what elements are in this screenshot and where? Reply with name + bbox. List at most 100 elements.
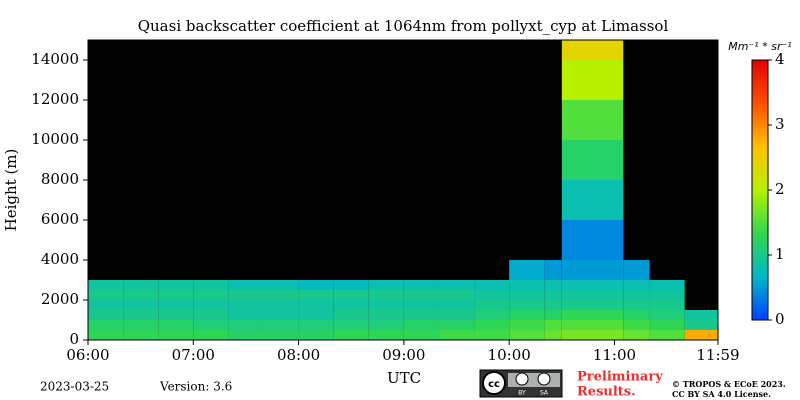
- colorbar-tick-label: 2: [775, 180, 785, 198]
- heatmap-cell: [123, 330, 159, 340]
- preliminary: Results.: [577, 385, 636, 400]
- heatmap-cell: [158, 330, 194, 340]
- heatmap-cell: [263, 290, 299, 300]
- colorbar-tick-label: 4: [775, 50, 785, 68]
- heatmap-cell: [158, 280, 194, 290]
- heatmap-cell: [403, 310, 439, 320]
- heatmap-cell: [623, 330, 650, 340]
- chart-title: Quasi backscatter coefficient at 1064nm …: [138, 17, 669, 35]
- y-tick-label: 0: [69, 330, 79, 348]
- heatmap-cell: [544, 330, 562, 340]
- heatmap-cell: [623, 290, 650, 300]
- badge-cc: [482, 371, 506, 395]
- date: 2023-03-25: [40, 380, 109, 394]
- heatmap-cell: [298, 300, 334, 310]
- heatmap-cell: [333, 310, 369, 320]
- heatmap-cell: [561, 310, 624, 320]
- x-tick-label: 09:00: [382, 346, 425, 364]
- x-tick-label: 06:00: [66, 346, 109, 364]
- heatmap-cell: [263, 280, 299, 290]
- heatmap-cell: [333, 280, 369, 290]
- y-tick-label: 8000: [41, 170, 79, 188]
- heatmap-cell: [544, 300, 562, 310]
- heatmap-cell: [509, 260, 545, 280]
- heatmap-cell: [474, 320, 510, 330]
- x-tick-label: 07:00: [172, 346, 215, 364]
- heatmap-cell: [228, 320, 264, 330]
- heatmap-cell: [561, 140, 624, 180]
- heatmap-cell: [623, 320, 650, 330]
- colorbar-tick-label: 3: [775, 115, 785, 133]
- heatmap-cell: [438, 330, 475, 340]
- heatmap-cell: [333, 300, 369, 310]
- heatmap-cell: [438, 310, 475, 320]
- heatmap-cell: [649, 300, 685, 310]
- y-axis-label: Height (m): [2, 149, 20, 232]
- heatmap-cell: [368, 330, 404, 340]
- heatmap-cell: [561, 320, 624, 330]
- heatmap-cell: [561, 60, 624, 100]
- copyright: CC BY SA 4.0 License.: [672, 389, 771, 399]
- heatmap-cell: [298, 290, 334, 300]
- heatmap-cell: [561, 330, 624, 340]
- heatmap-cell: [561, 40, 624, 60]
- copyright: © TROPOS & ECoE 2023.: [672, 379, 786, 389]
- heatmap-cell: [403, 280, 439, 290]
- version: Version: 3.6: [159, 380, 232, 394]
- heatmap-cell: [228, 300, 264, 310]
- heatmap-cell: [474, 330, 510, 340]
- heatmap-cell: [298, 320, 334, 330]
- heatmap-cell: [561, 220, 624, 260]
- y-tick-label: 6000: [41, 210, 79, 228]
- y-tick-label: 10000: [31, 130, 79, 148]
- heatmap-cell: [561, 180, 624, 220]
- plot-frame: [87, 39, 719, 341]
- badge-text: SA: [540, 390, 549, 397]
- heatmap-cell: [623, 280, 650, 290]
- heatmap-cell: [88, 320, 124, 330]
- heatmap-cell: [193, 290, 229, 300]
- heatmap-cell: [123, 310, 159, 320]
- heatmap-cell: [158, 320, 194, 330]
- heatmap-cell: [561, 290, 624, 300]
- x-axis-label: UTC: [387, 369, 421, 387]
- preliminary: Preliminary: [577, 370, 663, 385]
- heatmap-cell: [333, 330, 369, 340]
- heatmap-cell: [561, 260, 624, 280]
- heatmap-cell: [228, 280, 264, 290]
- x-tick-label: 10:00: [488, 346, 531, 364]
- heatmap-cell: [403, 330, 439, 340]
- heatmap-cell: [623, 260, 650, 280]
- badge-text: BY: [518, 390, 526, 397]
- heatmap-cell: [193, 310, 229, 320]
- heatmap-cell: [438, 280, 475, 290]
- heatmap-cell: [509, 310, 545, 320]
- heatmap-cell: [228, 290, 264, 300]
- heatmap-cell: [88, 310, 124, 320]
- heatmap-cell: [88, 300, 124, 310]
- x-tick-label: 11:00: [593, 346, 636, 364]
- heatmap-cell: [649, 290, 685, 300]
- x-tick-label: 11:59: [696, 346, 739, 364]
- badge-icon: [537, 372, 551, 386]
- heatmap-cell: [228, 310, 264, 320]
- heatmap-cell: [368, 280, 404, 290]
- badge-icon: [515, 372, 529, 386]
- heatmap-cell: [298, 330, 334, 340]
- heatmap-cell: [509, 330, 545, 340]
- heatmap-cell: [368, 300, 404, 310]
- heatmap-cell: [228, 330, 264, 340]
- heatmap-cell: [544, 320, 562, 330]
- heatmap-cell: [88, 290, 124, 300]
- heatmap-cell: [509, 320, 545, 330]
- colorbar-tick-label: 1: [775, 245, 785, 263]
- heatmap-cell: [333, 290, 369, 300]
- heatmap-cell: [88, 280, 124, 290]
- heatmap-cell: [438, 320, 475, 330]
- heatmap-cell: [544, 280, 562, 290]
- heatmap-cell: [158, 290, 194, 300]
- heatmap-cell: [509, 300, 545, 310]
- heatmap-cell: [544, 290, 562, 300]
- heatmap-cell: [298, 310, 334, 320]
- heatmap-cell: [368, 290, 404, 300]
